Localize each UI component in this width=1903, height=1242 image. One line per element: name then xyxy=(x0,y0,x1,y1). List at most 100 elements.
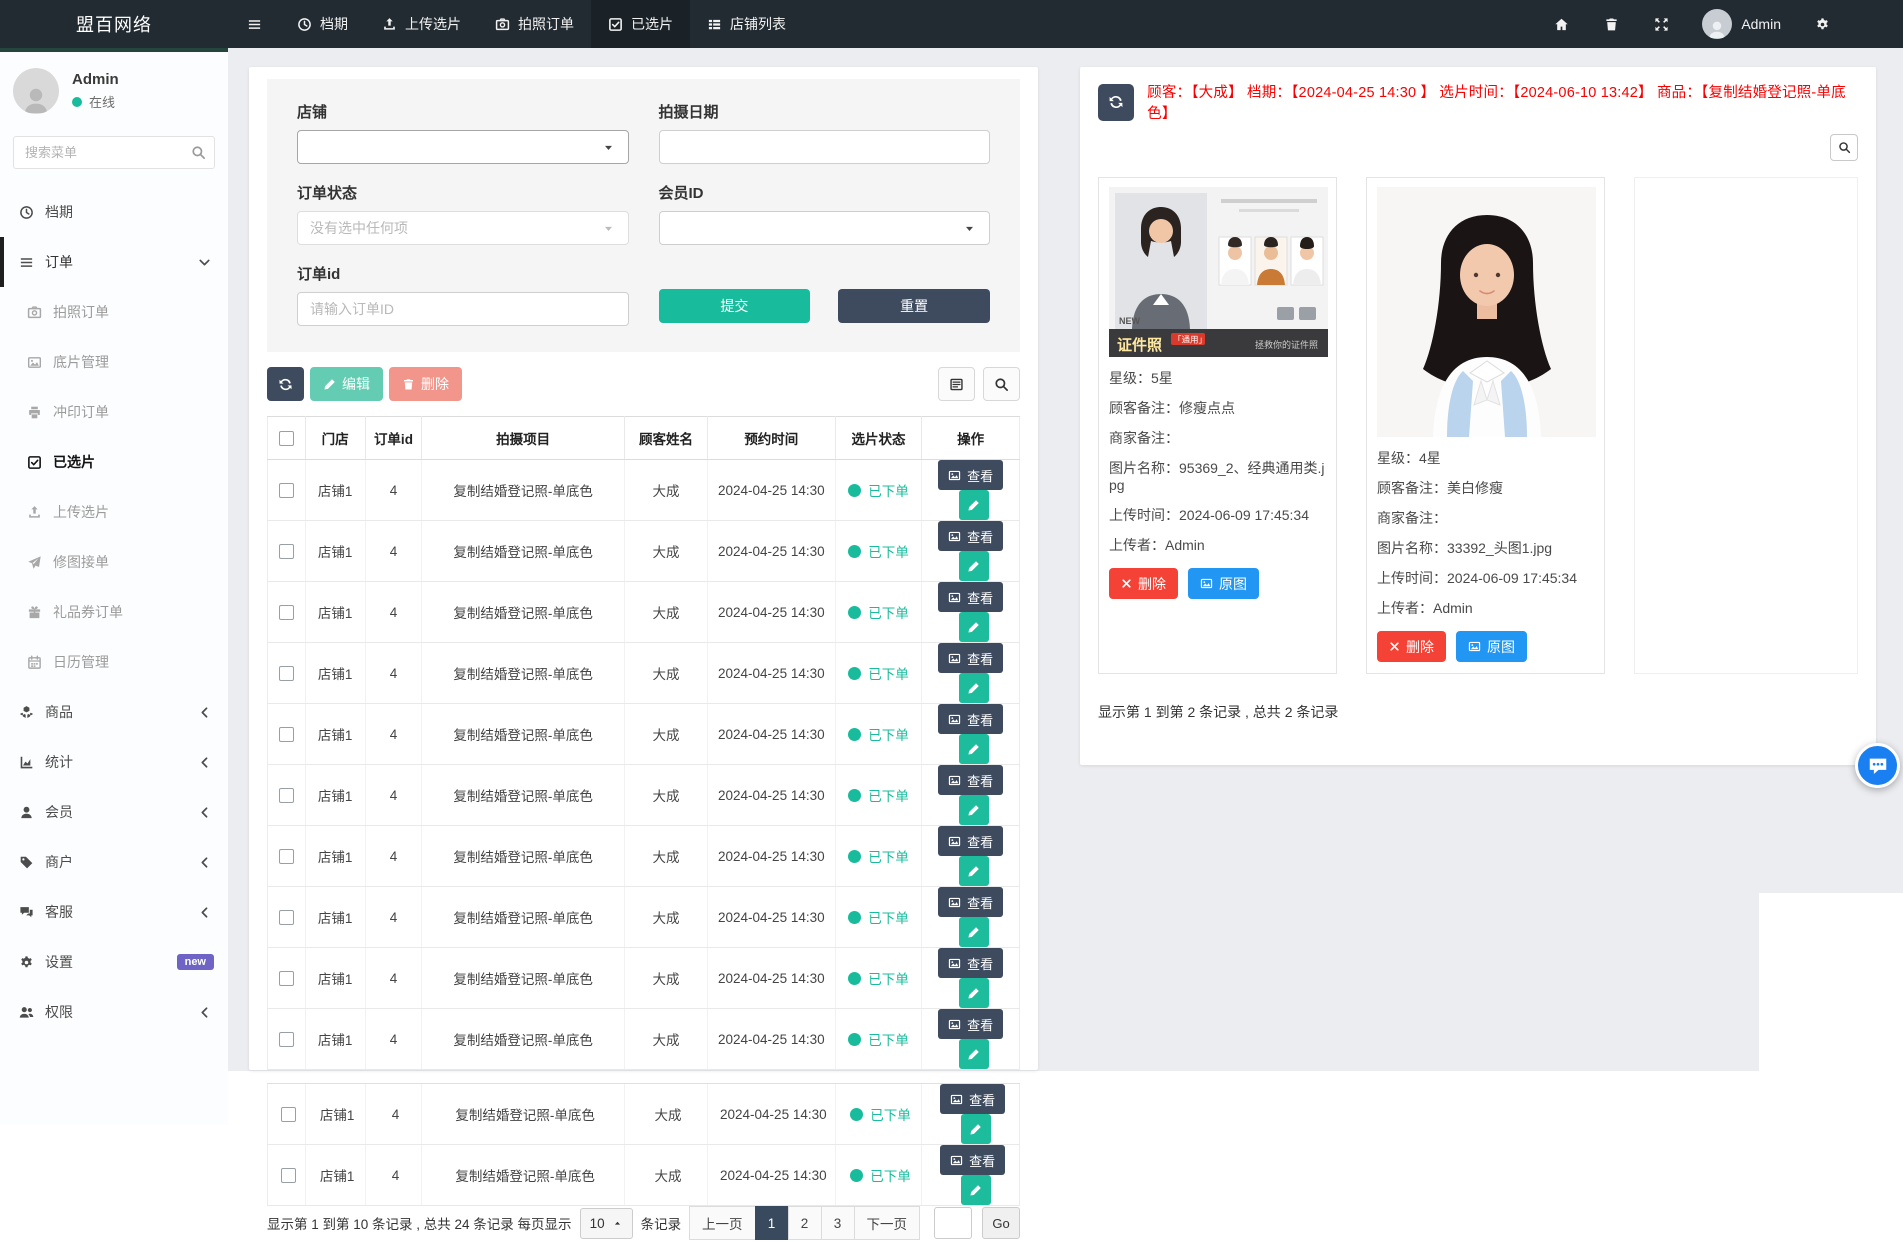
row-checkbox[interactable] xyxy=(278,970,294,986)
photo-original-button[interactable]: 原图 xyxy=(1456,631,1527,662)
brand-logo[interactable]: 盟百网络 xyxy=(76,15,152,35)
clear-cache-button[interactable] xyxy=(1586,0,1636,48)
sidebar-item-print-orders[interactable]: 冲印订单 xyxy=(0,387,228,437)
row-checkbox[interactable] xyxy=(278,909,294,925)
edit-row-button[interactable] xyxy=(958,673,989,703)
row-checkbox[interactable] xyxy=(278,604,294,620)
photo-thumbnail[interactable]: NEW 证件照 「通用」 拯救你的证件照 xyxy=(1109,187,1328,357)
row-checkbox[interactable] xyxy=(278,1031,294,1047)
sidebar-item-selected-photos[interactable]: 已选片 xyxy=(0,437,228,487)
sidebar-item-statistics[interactable]: 统计 xyxy=(0,737,228,787)
delete-button[interactable]: 删除 xyxy=(389,367,462,401)
order-status-select[interactable]: 没有选中任何项 xyxy=(297,211,629,245)
edit-row-button[interactable] xyxy=(958,490,989,520)
page-button-1[interactable]: 1 xyxy=(754,1206,789,1240)
edit-row-button[interactable] xyxy=(958,551,989,581)
view-button[interactable]: 查看 xyxy=(938,582,1004,612)
page-button-2[interactable]: 2 xyxy=(787,1206,822,1240)
detail-view-button[interactable] xyxy=(938,367,975,401)
fullscreen-button[interactable] xyxy=(1636,0,1686,48)
edit-row-button[interactable] xyxy=(960,1114,991,1144)
sidebar-item-merchants[interactable]: 商户 xyxy=(0,837,228,887)
table-search-button[interactable] xyxy=(983,367,1020,401)
reset-button[interactable]: 重置 xyxy=(838,289,990,323)
cell-order-id: 4 xyxy=(365,642,423,704)
row-checkbox[interactable] xyxy=(278,482,294,498)
photo-original-button[interactable]: 原图 xyxy=(1188,568,1259,599)
sidebar-item-coupon-orders[interactable]: 礼品券订单 xyxy=(0,587,228,637)
view-button[interactable]: 查看 xyxy=(938,460,1004,490)
edit-row-button[interactable] xyxy=(958,1039,989,1069)
sidebar-item-settings[interactable]: 设置 new xyxy=(0,937,228,987)
shop-select[interactable] xyxy=(297,130,629,164)
view-button[interactable]: 查看 xyxy=(938,521,1004,551)
sidebar-toggle-button[interactable] xyxy=(228,0,280,48)
page-jump-input[interactable] xyxy=(934,1207,972,1239)
view-button[interactable]: 查看 xyxy=(938,643,1004,673)
photo-delete-button[interactable]: 删除 xyxy=(1109,568,1178,599)
view-button[interactable]: 查看 xyxy=(938,765,1004,795)
user-menu[interactable]: Admin xyxy=(1686,0,1797,48)
edit-row-button[interactable] xyxy=(958,795,989,825)
edit-row-button[interactable] xyxy=(958,917,989,947)
edit-row-button[interactable] xyxy=(958,856,989,886)
image-icon xyxy=(1200,577,1213,590)
refresh-button[interactable] xyxy=(267,367,304,401)
edit-row-button[interactable] xyxy=(958,612,989,642)
edit-row-button[interactable] xyxy=(960,1175,991,1205)
view-button[interactable]: 查看 xyxy=(940,1084,1006,1114)
row-checkbox[interactable] xyxy=(278,665,294,681)
row-checkbox[interactable] xyxy=(278,787,294,803)
settings-button[interactable] xyxy=(1797,0,1847,48)
nav-item-schedule[interactable]: 档期 xyxy=(280,0,365,48)
sidebar-item-products[interactable]: 商品 xyxy=(0,687,228,737)
nav-item-shop-list[interactable]: 店铺列表 xyxy=(690,0,803,48)
sidebar-item-photo-orders[interactable]: 拍照订单 xyxy=(0,287,228,337)
sidebar-item-upload[interactable]: 上传选片 xyxy=(0,487,228,537)
view-button[interactable]: 查看 xyxy=(938,1009,1004,1039)
edit-row-button[interactable] xyxy=(958,978,989,1008)
home-button[interactable] xyxy=(1536,0,1586,48)
next-page-button[interactable]: 下一页 xyxy=(853,1206,920,1240)
view-button[interactable]: 查看 xyxy=(938,948,1004,978)
submit-button[interactable]: 提交 xyxy=(658,289,811,323)
edit-button[interactable]: 编辑 xyxy=(310,367,383,401)
row-checkbox[interactable] xyxy=(278,726,294,742)
chat-button[interactable] xyxy=(1855,743,1900,788)
chevron-left-icon xyxy=(197,1005,212,1020)
row-checkbox[interactable] xyxy=(278,848,294,864)
row-checkbox[interactable] xyxy=(278,543,294,559)
nav-item-photo-orders[interactable]: 拍照订单 xyxy=(478,0,591,48)
sidebar-item-negatives[interactable]: 底片管理 xyxy=(0,337,228,387)
sidebar-item-support[interactable]: 客服 xyxy=(0,887,228,937)
order-id-input[interactable] xyxy=(310,301,616,317)
view-button[interactable]: 查看 xyxy=(938,826,1004,856)
select-all-checkbox[interactable] xyxy=(278,430,294,446)
view-button[interactable]: 查看 xyxy=(938,704,1004,734)
nav-item-upload[interactable]: 上传选片 xyxy=(365,0,478,48)
menu-search-input[interactable] xyxy=(13,136,215,169)
view-button[interactable]: 查看 xyxy=(940,1145,1006,1175)
photo-thumbnail[interactable] xyxy=(1377,187,1596,437)
page-button-3[interactable]: 3 xyxy=(820,1206,855,1240)
prev-page-button[interactable]: 上一页 xyxy=(689,1206,756,1240)
sidebar-item-schedule[interactable]: 档期 xyxy=(0,187,228,237)
row-checkbox[interactable] xyxy=(280,1106,296,1122)
image-icon xyxy=(948,774,961,787)
go-button[interactable]: Go xyxy=(982,1207,1020,1239)
edit-row-button[interactable] xyxy=(958,734,989,764)
sidebar-item-orders[interactable]: 订单 xyxy=(0,237,228,287)
page-size-select[interactable]: 10 xyxy=(579,1207,633,1239)
photo-delete-button[interactable]: 删除 xyxy=(1377,631,1446,662)
sidebar-item-calendar[interactable]: 日历管理 xyxy=(0,637,228,687)
view-button[interactable]: 查看 xyxy=(938,887,1004,917)
sidebar-item-members[interactable]: 会员 xyxy=(0,787,228,837)
row-checkbox[interactable] xyxy=(280,1167,296,1183)
detail-search-button[interactable] xyxy=(1830,134,1858,161)
sidebar-item-retouch[interactable]: 修图接单 xyxy=(0,537,228,587)
nav-item-selected-photos[interactable]: 已选片 xyxy=(591,0,690,48)
shoot-date-input[interactable] xyxy=(671,139,977,155)
detail-refresh-button[interactable] xyxy=(1098,83,1135,121)
member-id-select[interactable] xyxy=(658,211,990,245)
sidebar-item-permissions[interactable]: 权限 xyxy=(0,987,228,1037)
